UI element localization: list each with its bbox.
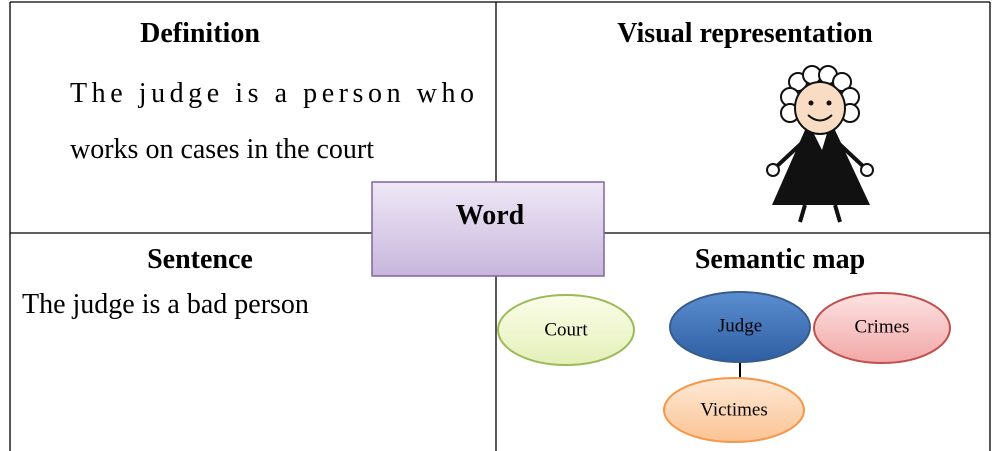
node [669,291,811,363]
sentence-line: The judge is a bad person [22,289,309,320]
node [663,377,805,443]
definition-line: The judge is a person who [70,78,474,109]
definition-line: works on cases in the court [70,134,374,165]
node-label: Crimes [855,316,910,337]
node-label: Court [544,319,588,340]
quadrant-title: Visual representation [617,18,873,49]
semantic-map: Court Judge Crimes Victimes [497,291,951,443]
judge-illustration [766,65,874,223]
node [497,294,635,366]
quadrant-title: Definition [140,18,260,49]
node [813,292,951,364]
node-label: Victimes [700,399,767,420]
center-label: Word [456,200,525,231]
quadrant-title: Semantic map [695,244,865,275]
center-box [371,181,605,277]
quadrant-title: Sentence [147,244,253,275]
node-label: Judge [718,315,762,336]
